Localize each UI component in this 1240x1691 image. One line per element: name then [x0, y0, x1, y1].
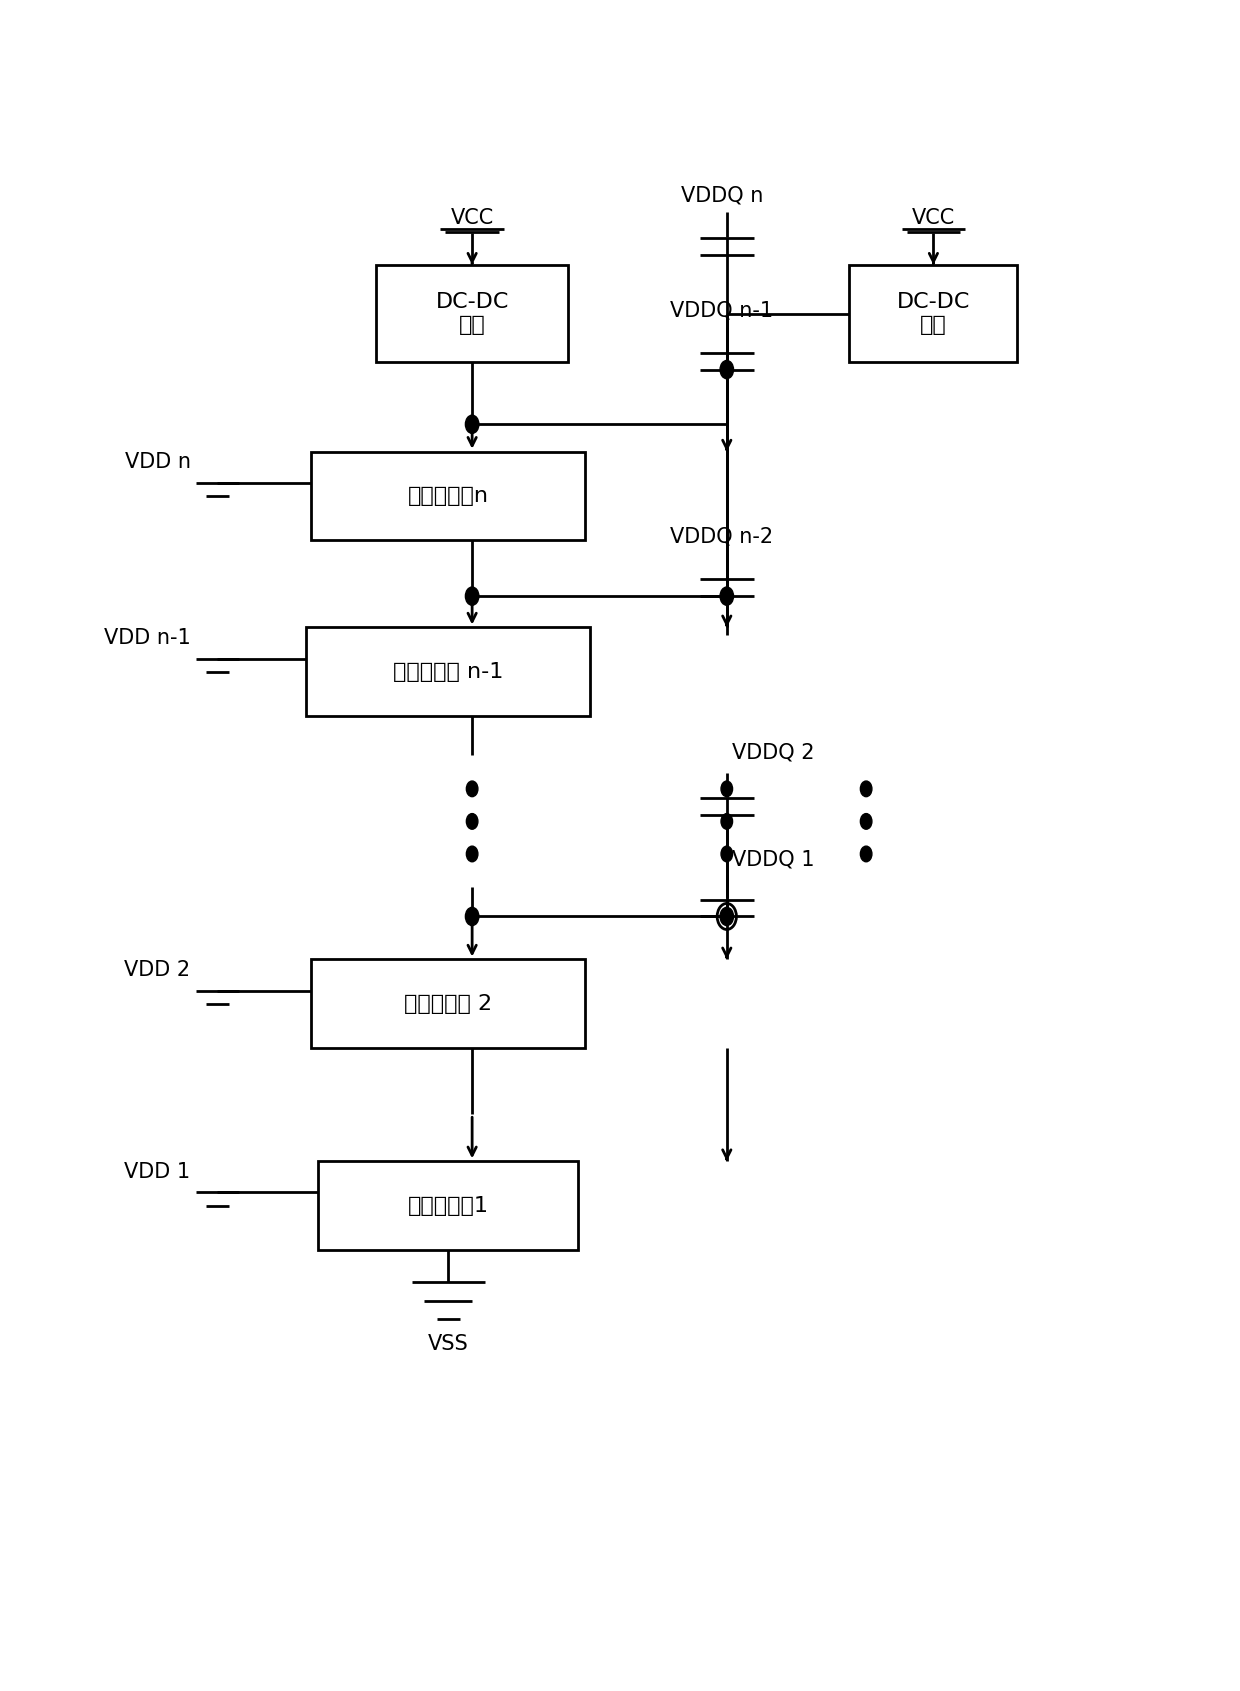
Text: VCC: VCC [450, 208, 494, 228]
Circle shape [861, 781, 872, 796]
Circle shape [466, 813, 477, 829]
FancyBboxPatch shape [311, 451, 585, 539]
Text: VDD 1: VDD 1 [124, 1162, 191, 1182]
Circle shape [465, 416, 479, 433]
Text: 待供电单元 2: 待供电单元 2 [404, 994, 492, 1013]
Circle shape [720, 908, 734, 925]
Text: 待供电单元1: 待供电单元1 [408, 1196, 489, 1216]
FancyBboxPatch shape [306, 627, 590, 715]
Text: DC-DC
模块: DC-DC 模块 [897, 293, 970, 335]
FancyBboxPatch shape [319, 1162, 578, 1250]
Text: VCC: VCC [911, 208, 955, 228]
Circle shape [466, 781, 477, 796]
Text: VDDQ n-1: VDDQ n-1 [671, 299, 774, 320]
Circle shape [720, 360, 734, 379]
Circle shape [720, 781, 733, 796]
Text: VDD 2: VDD 2 [124, 960, 191, 981]
FancyBboxPatch shape [849, 265, 1018, 362]
Text: VDDQ n-2: VDDQ n-2 [671, 526, 774, 546]
Text: 待供电单元 n-1: 待供电单元 n-1 [393, 661, 503, 681]
Circle shape [720, 813, 733, 829]
Circle shape [720, 846, 733, 862]
Circle shape [465, 908, 479, 925]
Text: DC-DC
模块: DC-DC 模块 [435, 293, 508, 335]
FancyBboxPatch shape [311, 959, 585, 1048]
Circle shape [465, 587, 479, 605]
Text: VDD n: VDD n [124, 453, 191, 472]
Text: 待供电单元n: 待供电单元n [408, 485, 489, 506]
Circle shape [466, 846, 477, 862]
Text: VSS: VSS [428, 1334, 469, 1354]
Text: VDD n-1: VDD n-1 [104, 629, 191, 648]
Text: VDDQ 1: VDDQ 1 [732, 849, 815, 869]
Circle shape [861, 846, 872, 862]
Text: VDDQ 2: VDDQ 2 [732, 742, 815, 763]
Circle shape [861, 813, 872, 829]
FancyBboxPatch shape [376, 265, 568, 362]
Circle shape [720, 587, 734, 605]
Text: VDDQ n: VDDQ n [681, 186, 763, 206]
